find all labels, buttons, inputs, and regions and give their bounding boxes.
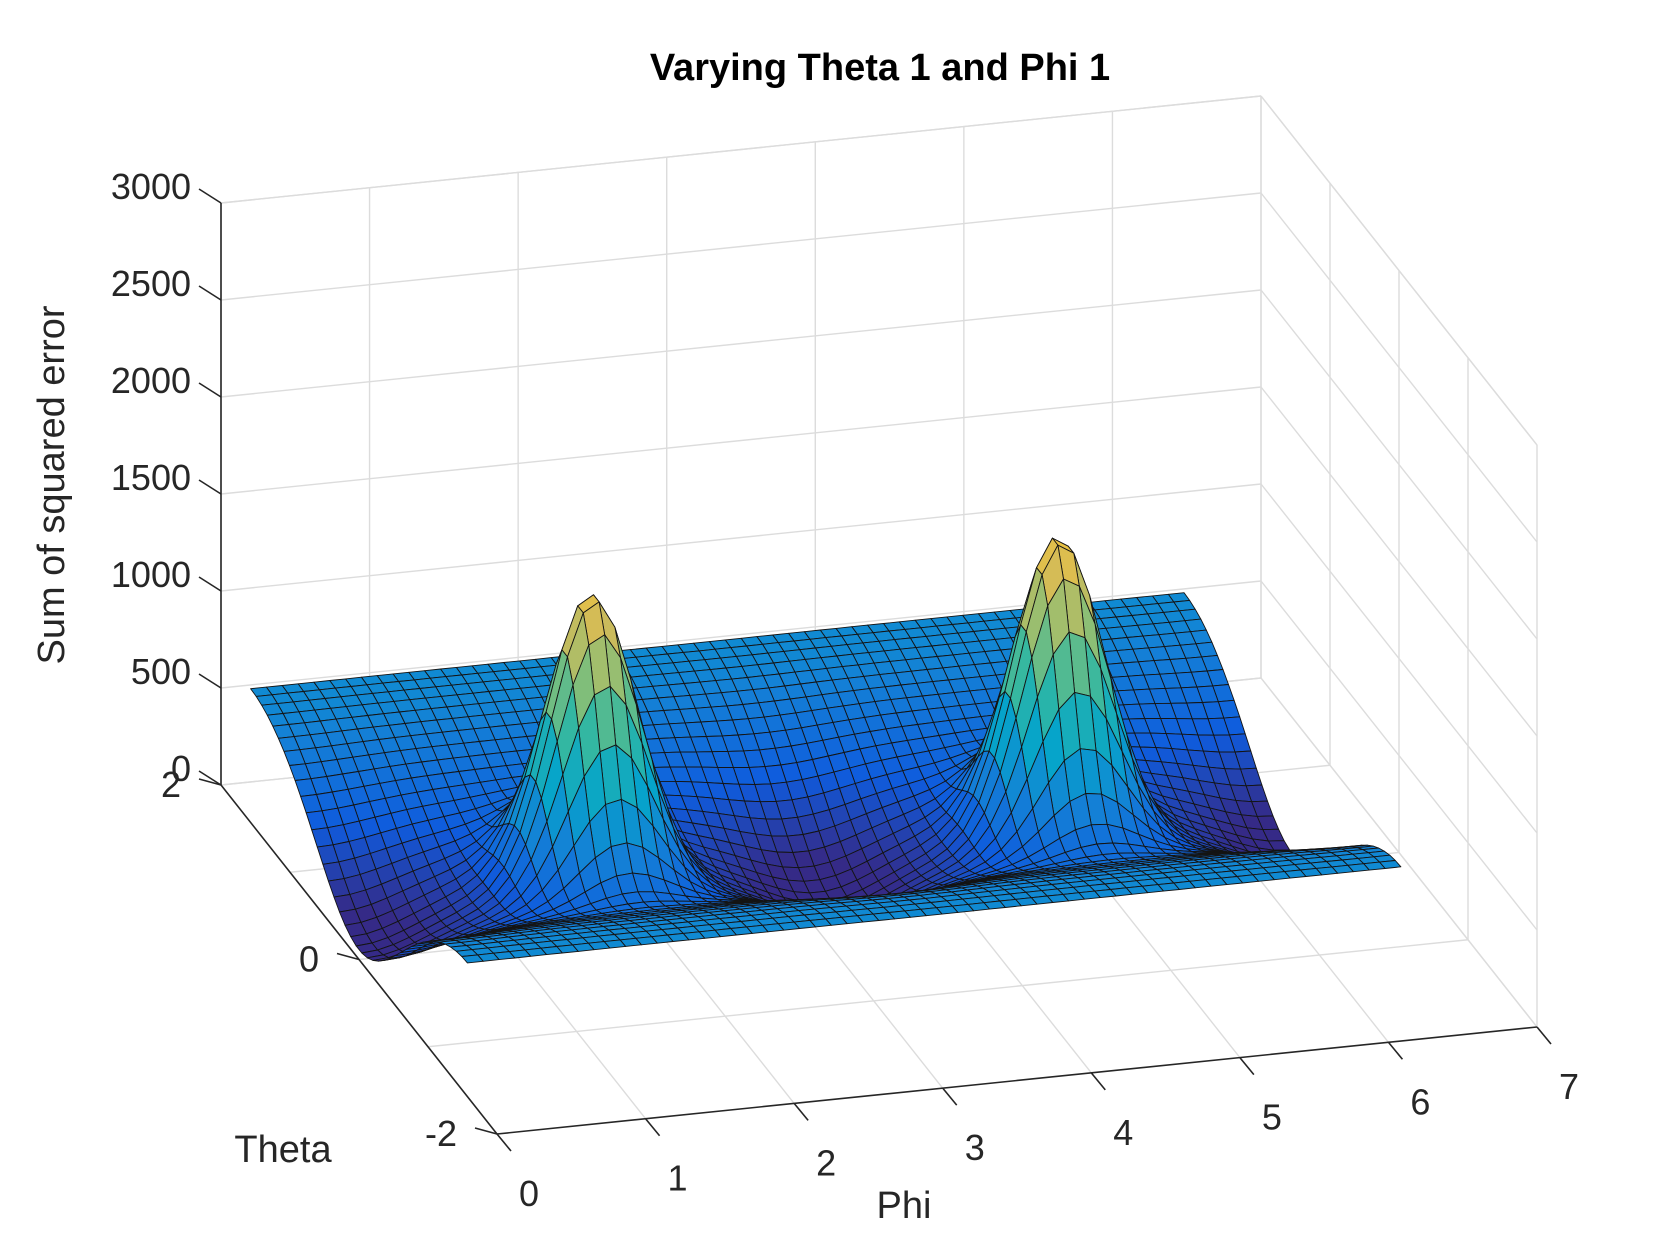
z-tick [198,479,222,495]
x-axis-label: Phi [877,1185,932,1227]
x-tick-label: 3 [965,1127,985,1168]
grid-line [1260,95,1538,446]
y-axis-label: Theta [234,1129,332,1171]
z-tick-label: 2000 [111,360,191,401]
z-tick [198,285,222,301]
z-tick-label: 500 [131,651,191,692]
x-tick [942,1087,958,1106]
y-tick-label: -2 [425,1113,457,1154]
x-tick [1090,1072,1106,1091]
surface-plot [250,537,1402,964]
z-tick [198,770,222,786]
x-tick-label: 4 [1113,1112,1133,1153]
grid-line [220,289,1262,398]
x-axis-line [496,1026,1538,1135]
grid-line [220,192,1262,301]
x-tick [1536,1026,1552,1045]
z-tick-label: 1500 [111,457,191,498]
x-tick-label: 2 [816,1142,836,1183]
grid-line [220,386,1262,495]
x-tick [793,1102,809,1121]
axes-lines [198,188,1552,1152]
z-axis-label: Sum of squared error [31,305,73,664]
x-tick [496,1133,512,1152]
grid-line [220,483,1262,592]
x-tick [644,1118,661,1137]
x-tick-label: 1 [668,1158,688,1199]
surface-patch [461,954,484,964]
y-tick-label: 0 [299,939,319,980]
z-tick-label: 1000 [111,554,191,595]
x-tick-label: 7 [1559,1066,1579,1107]
y-tick [336,952,360,961]
y-tick [198,778,222,786]
y-tick [474,1127,498,1135]
y-tick-label: 2 [161,764,181,805]
grid-line [220,95,1262,204]
x-tick-label: 0 [519,1173,539,1214]
grid-line [427,939,1469,1048]
z-tick [198,673,222,689]
z-tick [198,188,222,204]
x-tick [1239,1057,1255,1076]
z-tick-label: 2500 [111,263,191,304]
chart-title: Varying Theta 1 and Phi 1 [650,47,1110,89]
z-tick-label: 0 [171,748,191,789]
x-tick-label: 5 [1262,1097,1282,1138]
z-tick [198,576,222,592]
z-tick [198,382,222,398]
x-tick [1387,1041,1404,1060]
x-tick-label: 6 [1410,1081,1430,1122]
axes-grid [220,95,1538,1135]
z-tick-label: 3000 [111,166,191,207]
